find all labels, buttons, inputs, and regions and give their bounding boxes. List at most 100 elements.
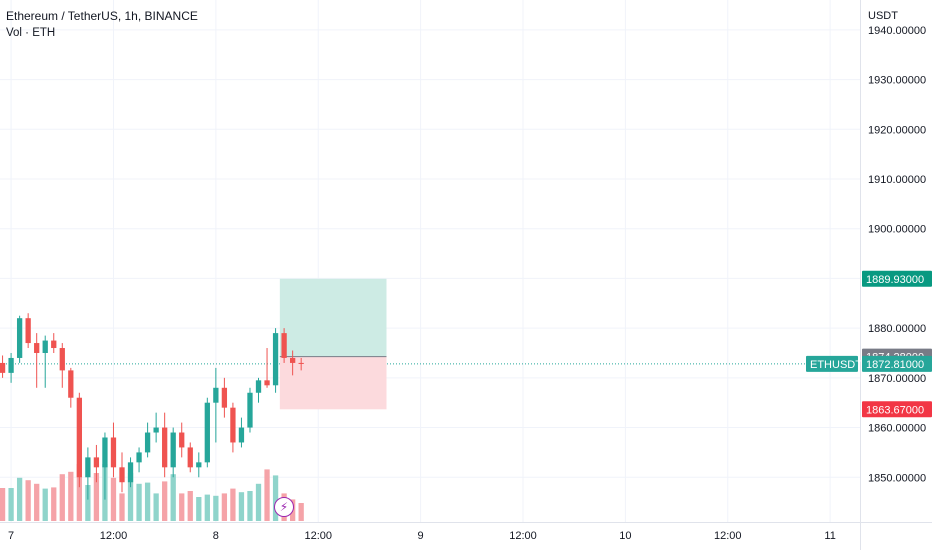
candle-body <box>187 447 193 468</box>
price-tick-label: 1900.00000 <box>868 224 926 236</box>
price-tags: 1889.930001874.280001872.810001863.67000… <box>806 270 932 418</box>
candle-body <box>289 357 296 363</box>
candle-body <box>204 402 210 463</box>
time-tick-label: 12:00 <box>304 530 332 542</box>
candle-body <box>272 333 279 386</box>
stop-zone <box>279 356 387 410</box>
candle-body <box>102 437 108 468</box>
time-tick-label: 10 <box>619 530 631 542</box>
candle-body <box>298 362 304 364</box>
volume-bar <box>0 488 6 521</box>
candle-body <box>281 333 287 358</box>
target-price-tag-bg <box>862 270 932 287</box>
volume-bar <box>170 474 176 521</box>
candlesticks <box>0 313 304 500</box>
volume-bar <box>221 493 228 521</box>
candle-body <box>153 427 159 433</box>
volume-bar <box>272 475 279 521</box>
volume-bar <box>264 469 270 521</box>
time-axis[interactable]: 7 12:00 8 12:00 9 12:00 10 12:00 11 <box>8 530 836 542</box>
price-tick-label: 1920.00000 <box>868 124 926 136</box>
time-tick-label: 9 <box>418 530 424 542</box>
time-tick-label: 8 <box>213 530 219 542</box>
candle-body <box>119 467 125 483</box>
volume-bar <box>93 473 100 521</box>
volume-bar <box>68 471 74 521</box>
candle-body <box>238 427 245 443</box>
volume-bar <box>119 493 125 521</box>
candle-body <box>8 357 14 373</box>
volume-bars <box>0 464 304 521</box>
candle-body <box>25 318 31 344</box>
candle-body <box>0 362 6 373</box>
time-tick-label: 12:00 <box>714 530 742 542</box>
chart-title: Ethereum / TetherUS, 1h, BINANCE <box>6 9 198 23</box>
time-tick-label: 12:00 <box>509 530 537 542</box>
candle-body <box>42 340 48 353</box>
volume-bar <box>59 474 65 521</box>
candle-body <box>213 387 219 403</box>
candle-body <box>93 457 100 468</box>
volume-bar <box>255 483 262 521</box>
target-price-tag: 1889.93000 <box>866 274 924 286</box>
volume-bar <box>85 485 91 521</box>
symbol-tag-bg <box>806 355 858 372</box>
grid <box>0 0 860 522</box>
price-tick-label: 1860.00000 <box>868 423 926 435</box>
volume-bar <box>196 497 202 521</box>
target-zone <box>279 278 387 357</box>
candle-body <box>247 392 253 428</box>
candle-body <box>34 343 40 353</box>
candle-body <box>76 397 82 478</box>
price-tick-label: 1930.00000 <box>868 75 926 87</box>
price-tick-label: 1850.00000 <box>868 472 926 484</box>
long-position-tool[interactable] <box>279 278 387 410</box>
price-tick-label: 1880.00000 <box>868 323 926 335</box>
volume-bar <box>136 483 142 521</box>
volume-bar <box>25 480 31 521</box>
time-tick-label: 7 <box>8 530 14 542</box>
volume-bar <box>230 488 236 521</box>
volume-bar <box>238 492 245 521</box>
price-tick-label: 1870.00000 <box>868 373 926 385</box>
price-tick-label: 1910.00000 <box>868 174 926 186</box>
candle-body <box>110 437 117 468</box>
candle-body <box>59 348 65 371</box>
volume-bar <box>51 487 57 521</box>
candle-body <box>127 462 134 483</box>
price-axis-unit: USDT <box>868 10 898 22</box>
volume-bar <box>162 481 168 521</box>
volume-bar <box>127 473 134 521</box>
candle-body <box>51 340 57 349</box>
volume-bar <box>110 477 117 521</box>
candle-body <box>221 387 228 408</box>
current-price-tag-bg <box>862 355 932 372</box>
volume-bar <box>34 483 40 521</box>
time-tick-label: 12:00 <box>100 530 128 542</box>
volume-bar <box>247 491 253 521</box>
symbol-tag: ETHUSDT <box>810 359 862 371</box>
candle-body <box>264 380 270 386</box>
candle-body <box>230 407 236 443</box>
volume-bar <box>76 464 82 521</box>
candle-body <box>196 462 202 468</box>
stop-price-tag-bg <box>862 401 932 418</box>
stop-price-tag: 1863.67000 <box>866 404 924 416</box>
volume-bar <box>213 495 219 521</box>
volume-bar <box>8 488 14 521</box>
volume-bar <box>298 503 304 521</box>
candle-body <box>162 427 168 468</box>
volume-bar <box>204 494 210 521</box>
volume-bar <box>144 482 151 521</box>
price-tick-label: 1940.00000 <box>868 25 926 37</box>
candle-body <box>255 380 262 393</box>
candle-body <box>144 432 151 453</box>
lightning-icon[interactable]: ⚡ <box>274 497 294 517</box>
candle-body <box>85 457 91 478</box>
candle-body <box>179 432 185 448</box>
current-price-tag: 1872.81000 <box>866 359 924 371</box>
volume-bar <box>187 491 193 521</box>
